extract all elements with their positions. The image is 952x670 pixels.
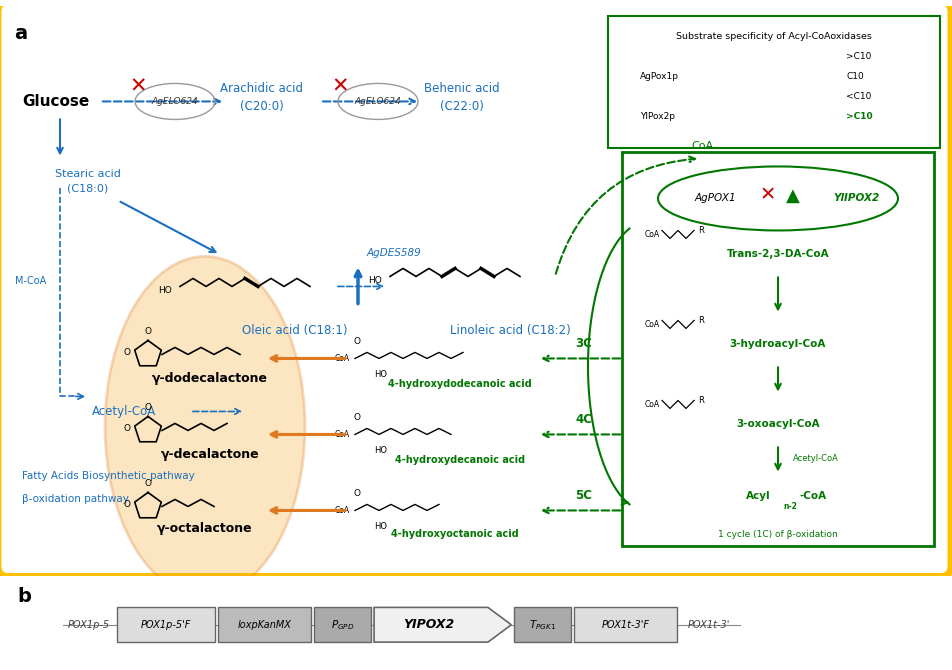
Polygon shape: [374, 608, 511, 642]
Text: Acetyl-CoA: Acetyl-CoA: [792, 454, 838, 463]
Text: Acetyl-CoA: Acetyl-CoA: [92, 405, 156, 418]
Text: CoA: CoA: [645, 400, 660, 409]
Text: O: O: [145, 403, 151, 413]
Text: POX1p-5'F: POX1p-5'F: [141, 620, 191, 630]
Text: ✕: ✕: [759, 185, 775, 204]
Ellipse shape: [105, 257, 305, 596]
Text: 3-oxoacyl-CoA: 3-oxoacyl-CoA: [735, 419, 819, 429]
Text: R: R: [697, 396, 704, 405]
Text: 3-hydroacyl-CoA: 3-hydroacyl-CoA: [729, 340, 825, 350]
Text: Stearic acid: Stearic acid: [55, 170, 121, 180]
Text: β-oxidation pathway: β-oxidation pathway: [22, 494, 129, 505]
Text: ▲: ▲: [785, 186, 799, 204]
Text: b: b: [17, 587, 31, 606]
Text: AgDES589: AgDES589: [367, 249, 422, 259]
Text: AgELO624: AgELO624: [151, 97, 198, 106]
Text: loxpKanMX: loxpKanMX: [238, 620, 291, 630]
Text: Trans-2,3-DA-CoA: Trans-2,3-DA-CoA: [726, 249, 828, 259]
Text: a: a: [14, 24, 27, 44]
Text: CoA: CoA: [645, 320, 660, 329]
Text: Fatty Acids Biosynthetic pathway: Fatty Acids Biosynthetic pathway: [22, 472, 194, 482]
Text: n-2: n-2: [783, 502, 796, 511]
Text: CoA: CoA: [690, 141, 712, 151]
Text: 3C: 3C: [575, 338, 592, 350]
Text: <C10: <C10: [845, 92, 871, 101]
Text: POX1p-5: POX1p-5: [68, 620, 109, 630]
FancyBboxPatch shape: [218, 608, 311, 642]
Text: M-CoA: M-CoA: [14, 277, 46, 287]
FancyBboxPatch shape: [314, 608, 370, 642]
Text: AgPOX1: AgPOX1: [694, 194, 735, 204]
Text: γ-dodecalactone: γ-dodecalactone: [151, 372, 268, 385]
Text: 5C: 5C: [575, 490, 592, 502]
Text: O: O: [145, 328, 151, 336]
Text: (C18:0): (C18:0): [68, 184, 109, 194]
Text: YlIPOX2: YlIPOX2: [832, 194, 879, 204]
Text: C10: C10: [845, 72, 863, 82]
Text: CoA: CoA: [645, 230, 660, 239]
Text: HO: HO: [374, 523, 387, 531]
Text: Substrate specificity of Acyl-CoAoxidases: Substrate specificity of Acyl-CoAoxidase…: [675, 32, 871, 42]
FancyBboxPatch shape: [573, 608, 676, 642]
Text: 4-hydroxyoctanoic acid: 4-hydroxyoctanoic acid: [390, 529, 518, 539]
Text: (C22:0): (C22:0): [440, 100, 484, 113]
Text: POX1t-3': POX1t-3': [687, 620, 729, 630]
Text: 1 cycle (1C) of β-oxidation: 1 cycle (1C) of β-oxidation: [718, 530, 837, 539]
Text: Arachidic acid: Arachidic acid: [220, 82, 303, 95]
Text: YIPOX2: YIPOX2: [403, 618, 454, 631]
Text: R: R: [697, 316, 704, 325]
Text: O: O: [124, 348, 130, 357]
Text: R: R: [697, 226, 704, 235]
FancyBboxPatch shape: [514, 608, 570, 642]
Text: CoA: CoA: [334, 430, 349, 439]
Text: >C10: >C10: [845, 113, 872, 121]
Text: HO: HO: [374, 371, 387, 379]
FancyBboxPatch shape: [117, 608, 215, 642]
Text: ✕: ✕: [129, 76, 147, 96]
Text: Linoleic acid (C18:2): Linoleic acid (C18:2): [449, 324, 570, 338]
Text: >C10: >C10: [845, 52, 871, 62]
Text: HO: HO: [367, 276, 382, 285]
Text: O: O: [353, 490, 360, 498]
Text: $P_{GPD}$: $P_{GPD}$: [330, 618, 354, 632]
Text: Behenic acid: Behenic acid: [424, 82, 499, 95]
Text: γ-decalactone: γ-decalactone: [161, 448, 259, 461]
Text: 4-hydroxydecanoic acid: 4-hydroxydecanoic acid: [394, 456, 525, 466]
Text: 4-hydroxydodecanoic acid: 4-hydroxydodecanoic acid: [387, 379, 531, 389]
FancyBboxPatch shape: [0, 1, 950, 576]
Text: HO: HO: [158, 286, 171, 295]
Text: O: O: [145, 480, 151, 488]
Text: CoA: CoA: [334, 506, 349, 515]
Text: O: O: [124, 424, 130, 433]
Text: POX1t-3'F: POX1t-3'F: [601, 620, 648, 630]
FancyBboxPatch shape: [622, 153, 933, 547]
Text: Oleic acid (C18:1): Oleic acid (C18:1): [242, 324, 347, 338]
Text: O: O: [124, 500, 130, 509]
Text: Acyl: Acyl: [744, 492, 769, 501]
Text: CoA: CoA: [334, 354, 349, 363]
Text: 4C: 4C: [575, 413, 592, 426]
Text: Glucose: Glucose: [22, 94, 89, 109]
Text: $T_{PGK1}$: $T_{PGK1}$: [528, 618, 556, 632]
Text: O: O: [353, 338, 360, 346]
FancyBboxPatch shape: [607, 17, 939, 149]
Text: γ-octalactone: γ-octalactone: [157, 522, 252, 535]
Text: AgELO624: AgELO624: [354, 97, 401, 106]
Text: (C20:0): (C20:0): [240, 100, 284, 113]
Text: O: O: [353, 413, 360, 423]
Text: AgPox1p: AgPox1p: [640, 72, 678, 82]
Text: -CoA: -CoA: [799, 492, 826, 501]
Text: ✕: ✕: [331, 76, 348, 96]
Text: HO: HO: [374, 446, 387, 456]
Text: YlPox2p: YlPox2p: [640, 113, 674, 121]
